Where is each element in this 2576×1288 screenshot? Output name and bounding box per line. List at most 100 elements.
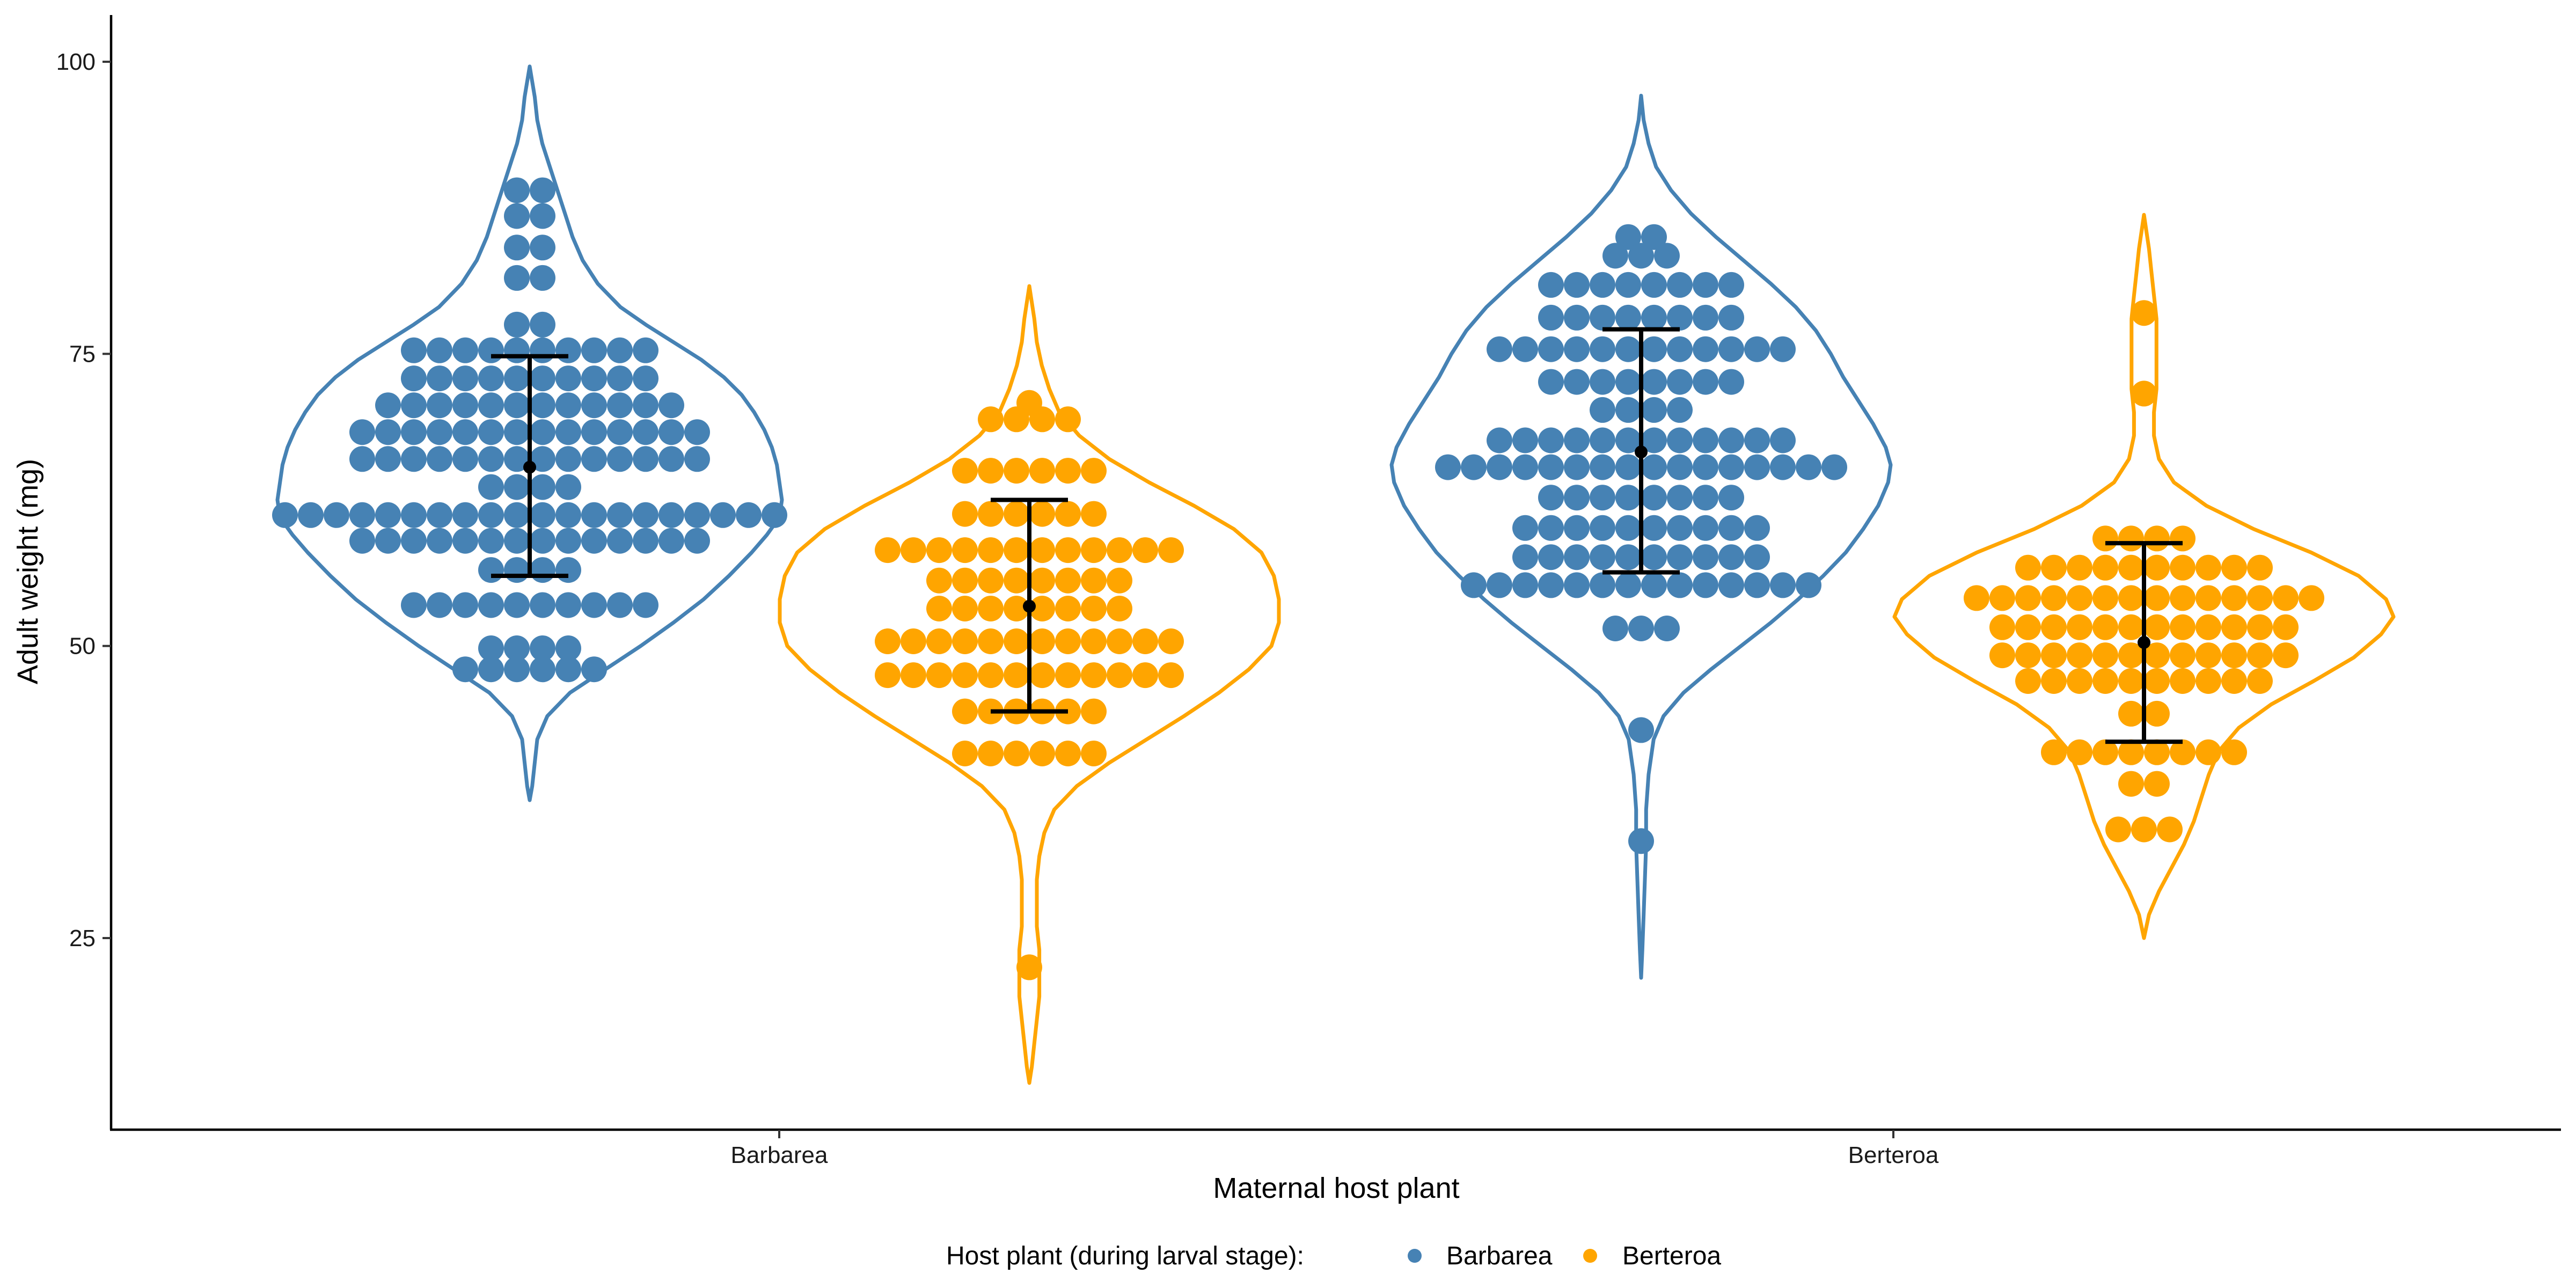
data-point — [581, 392, 607, 419]
data-point — [1081, 458, 1107, 484]
data-point — [2041, 668, 2067, 694]
data-point — [2247, 642, 2273, 669]
data-point — [1744, 427, 1770, 453]
y-axis-title: Adult weight (mg) — [12, 459, 44, 684]
data-point — [978, 741, 1004, 766]
data-point — [1693, 369, 1718, 395]
data-point — [2118, 525, 2144, 552]
data-point — [452, 592, 478, 618]
data-point — [504, 446, 530, 472]
data-point — [504, 419, 530, 445]
data-point — [1796, 454, 1821, 480]
data-point — [1744, 336, 1770, 362]
data-point — [427, 337, 452, 363]
y-tick-label: 100 — [56, 49, 96, 75]
data-point — [2144, 700, 2170, 727]
data-point — [530, 311, 555, 338]
data-point — [952, 567, 978, 594]
data-point — [1718, 336, 1744, 362]
mean-point — [1635, 445, 1648, 459]
data-point — [658, 446, 684, 472]
data-point — [633, 502, 658, 528]
data-point — [1744, 454, 1770, 480]
data-point — [1693, 485, 1718, 511]
data-point — [952, 662, 978, 689]
data-point — [1693, 544, 1718, 570]
data-point — [1693, 272, 1718, 298]
data-point — [1538, 515, 1564, 541]
data-point — [555, 557, 581, 583]
data-point — [1029, 567, 1055, 594]
data-point — [401, 528, 427, 554]
data-point — [1081, 501, 1107, 527]
data-point — [1667, 427, 1693, 453]
data-point — [504, 656, 530, 683]
data-point — [2196, 642, 2221, 669]
data-point — [1628, 717, 1654, 743]
data-point — [1590, 515, 1615, 541]
data-point — [555, 474, 581, 500]
data-point — [581, 446, 607, 472]
data-point — [1667, 336, 1693, 362]
data-point — [1667, 272, 1693, 298]
data-point — [2092, 585, 2118, 611]
data-point — [1564, 336, 1590, 362]
data-point — [427, 419, 452, 445]
data-point — [684, 502, 710, 528]
data-point — [607, 392, 633, 419]
data-point — [478, 446, 504, 472]
data-point — [1693, 515, 1718, 541]
data-point — [1564, 304, 1590, 331]
data-point — [504, 337, 530, 363]
data-point — [1989, 614, 2015, 640]
data-point — [2015, 668, 2041, 694]
data-point — [2157, 816, 2183, 843]
data-point — [1590, 272, 1615, 298]
data-point — [452, 656, 478, 683]
data-point — [1628, 243, 1654, 269]
data-point — [952, 501, 978, 527]
data-point — [952, 628, 978, 654]
data-point — [1538, 336, 1564, 362]
data-point — [1615, 515, 1641, 541]
data-point — [478, 474, 504, 500]
data-point — [607, 419, 633, 445]
data-point — [1004, 662, 1029, 689]
data-point — [1615, 572, 1641, 598]
data-point — [1615, 397, 1641, 423]
x-tick-label: Barbarea — [730, 1142, 828, 1168]
data-point — [684, 446, 710, 472]
data-point — [555, 502, 581, 528]
data-point — [1693, 572, 1718, 598]
data-point — [478, 392, 504, 419]
data-point — [452, 392, 478, 419]
violin-barbarea-barbarea — [275, 64, 784, 802]
data-point — [401, 502, 427, 528]
data-point — [1718, 454, 1744, 480]
data-point — [1770, 572, 1796, 598]
data-point — [1564, 369, 1590, 395]
data-point — [1590, 397, 1615, 423]
data-point — [401, 365, 427, 392]
data-point — [875, 537, 901, 564]
data-point — [2041, 614, 2067, 640]
data-point — [1158, 628, 1184, 654]
data-point — [555, 635, 581, 661]
data-point — [684, 528, 710, 554]
legend-key-berteroa — [1583, 1249, 1597, 1263]
data-point — [978, 537, 1004, 564]
data-point — [1004, 458, 1029, 484]
data-point — [1081, 628, 1107, 654]
violin-berteroa-berteroa — [1892, 213, 2396, 940]
data-point — [952, 698, 978, 724]
data-point — [2118, 739, 2144, 765]
data-point — [555, 656, 581, 683]
data-point — [1512, 572, 1538, 598]
data-point — [2170, 525, 2196, 552]
data-point — [1628, 616, 1654, 641]
data-point — [1538, 427, 1564, 453]
data-point — [1718, 515, 1744, 541]
data-point — [581, 419, 607, 445]
data-point — [2118, 554, 2144, 581]
